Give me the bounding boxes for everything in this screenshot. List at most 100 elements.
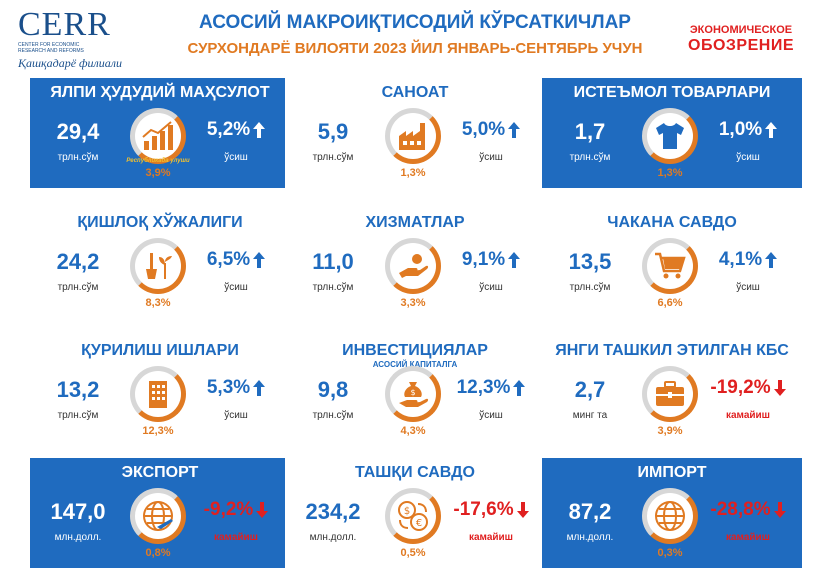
growth-value: 5,2% [206, 119, 251, 140]
growth-rate: 12,3% [451, 377, 531, 399]
svg-text:€: € [416, 518, 422, 529]
indicator-value: 147,0 [50, 499, 106, 524]
indicator-card-7: ҚУРИЛИШ ИШЛАРИ 13,2 трлн.сўм 12,3% 5,3% ўсиш [30, 336, 290, 446]
logo-text: CERR [18, 6, 111, 43]
indicator-unit: трлн.сўм [57, 410, 99, 421]
growth-value: 6,5% [206, 249, 251, 270]
indicator-value: 13,2 [56, 377, 100, 402]
indicator-card-4: ҚИШЛОҚ ХЎЖАЛИГИ 24,2 трлн.сўм 8,3% 6,5% ўсиш [30, 208, 290, 318]
growth-label: ўсиш [479, 410, 503, 421]
arrow-up-icon [253, 251, 266, 268]
logo-branch: Қашқадарё филиали [18, 56, 123, 70]
indicator-card-3: ИСТЕЪМОЛ ТОВАРЛАРИ 1,7 трлн.сўм 1,3% 1,0% ўси… [542, 78, 802, 188]
growth-rate: -19,2% [708, 377, 788, 399]
indicator-card-8: ИНВЕСТИЦИЯЛАР АСОСИЙ КАПИТАЛГА 9,8 трлн.сўм… [285, 336, 545, 446]
arrow-down-icon [773, 501, 786, 518]
indicator-value: 9,8 [317, 377, 349, 402]
currency-exchange-icon: $€ [398, 501, 428, 531]
money-bag-hand-icon: $ [399, 382, 429, 407]
republic-share: 4,3% [400, 425, 426, 437]
arrow-up-icon [765, 251, 778, 268]
icon-circle [642, 488, 698, 544]
indicator-value: 13,5 [568, 249, 612, 274]
arrow-up-icon [253, 379, 266, 396]
republic-share: 0,8% [145, 547, 171, 559]
growth-rate: 5,0% [451, 119, 531, 141]
growth-value: -19,2% [710, 377, 771, 398]
republic-share: 3,9% [145, 167, 171, 179]
republic-share: 3,9% [657, 425, 683, 437]
cerr-logo: CERR CENTER FOR ECONOMIC RESEARCH AND RE… [18, 6, 168, 71]
indicator-name: ЭКСПОРТ [121, 464, 199, 481]
briefcase-icon [656, 381, 684, 406]
indicator-value: 29,4 [56, 119, 100, 144]
republic-share: 12,3% [142, 425, 174, 437]
indicator-name: ТАШҚИ САВДО [354, 464, 475, 481]
arrow-down-icon [773, 379, 786, 396]
growth-label: ўсиш [224, 282, 248, 293]
growth-rate: -28,8% [708, 499, 788, 521]
service-hand-icon [399, 254, 429, 278]
indicator-card-5: ХИЗМАТЛАР 11,0 трлн.сўм 3,3% 9,1% ўсиш [285, 208, 545, 318]
tshirt-icon [656, 123, 684, 149]
indicator-name: ЯНГИ ТАШКИЛ ЭТИЛГАН КБС [555, 342, 789, 359]
icon-circle: $ [385, 366, 441, 422]
indicator-unit: трлн.сўм [312, 410, 354, 421]
svg-text:$: $ [410, 388, 415, 397]
indicator-name: ҚИШЛОҚ ХЎЖАЛИГИ [77, 214, 243, 231]
republic-share: 3,3% [400, 297, 426, 309]
arrow-up-icon [508, 121, 521, 138]
svg-text:$: $ [404, 506, 410, 517]
icon-circle [642, 108, 698, 164]
indicator-unit: трлн.сўм [312, 152, 354, 163]
growth-label: камайиш [468, 532, 514, 543]
growth-value: -28,8% [710, 499, 771, 520]
indicator-name: ИНВЕСТИЦИЯЛАР [342, 342, 488, 359]
icon-circle [642, 366, 698, 422]
republic-share: 8,3% [145, 297, 171, 309]
indicator-name: ХИЗМАТЛАР [365, 214, 465, 231]
brand-logo: ЭКОНОМИЧЕСКОЕ ОБОЗРЕНИЕ [682, 22, 800, 54]
growth-value: 5,3% [206, 377, 251, 398]
icon-circle: $ € [385, 488, 441, 544]
indicator-unit: трлн.сўм [57, 282, 99, 293]
growth-label: камайиш [725, 532, 771, 543]
arrow-up-icon [765, 121, 778, 138]
indicator-card-12: ИМПОРТ 87,2 млн.долл. 0,3% -28,8% камайиш [542, 458, 802, 568]
arrow-up-icon [513, 379, 526, 396]
indicator-value: 234,2 [305, 499, 361, 524]
indicator-subtitle: АСОСИЙ КАПИТАЛГА [372, 360, 458, 369]
indicator-unit: трлн.сўм [569, 282, 611, 293]
indicator-value: 5,9 [317, 119, 349, 144]
shopping-cart-icon [655, 252, 686, 279]
indicator-value: 24,2 [56, 249, 100, 274]
indicator-value: 87,2 [568, 499, 612, 524]
indicator-name: ҚУРИЛИШ ИШЛАРИ [81, 342, 239, 359]
share-note: Республикада улуши [126, 158, 190, 164]
globe-icon [655, 501, 685, 531]
indicator-card-9: ЯНГИ ТАШКИЛ ЭТИЛГАН КБС 2,7 минг та 3,9% -19… [542, 336, 802, 446]
growth-rate: 1,0% [708, 119, 788, 141]
indicator-card-11: ТАШҚИ САВДО 234,2 млн.долл. $ €0,5% -17,6% кам… [285, 458, 545, 568]
republic-share: 1,3% [657, 167, 683, 179]
growth-label: ўсиш [736, 282, 760, 293]
indicator-unit: трлн.сўм [57, 152, 99, 163]
growth-label: камайиш [725, 410, 771, 421]
arrow-down-icon [516, 501, 529, 518]
factory-icon [399, 123, 425, 150]
growth-rate: -9,2% [196, 499, 276, 521]
growth-label: ўсиш [224, 152, 248, 163]
shovel-plant-icon [146, 253, 172, 279]
growth-rate: 5,3% [196, 377, 276, 399]
growth-value: -9,2% [203, 499, 254, 520]
page-title: АСОСИЙ МАКРОИҚТИСОДИЙ КЎРСАТКИЧЛАР [199, 12, 631, 33]
growth-rate: 6,5% [196, 249, 276, 271]
arrow-down-icon [256, 501, 269, 518]
indicator-card-1: ЯЛПИ ҲУДУДИЙ МАҲСУЛОТ 29,4 трлн.сўм Республ… [30, 78, 290, 188]
icon-circle [642, 238, 698, 294]
indicator-value: 2,7 [574, 377, 606, 402]
growth-label: ўсиш [736, 152, 760, 163]
logo-subtext: CENTER FOR ECONOMIC RESEARCH AND REFORMS [18, 42, 84, 54]
growth-label: ўсиш [479, 282, 503, 293]
republic-share: 6,6% [657, 297, 683, 309]
